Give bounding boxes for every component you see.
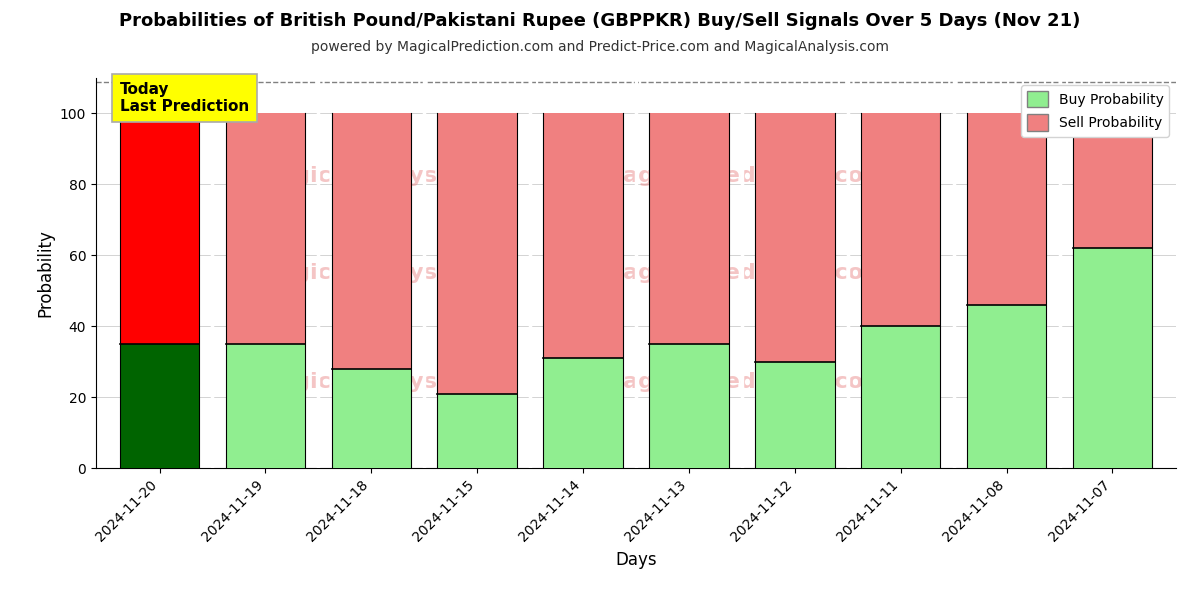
Bar [649,344,728,468]
Bar [1073,113,1152,248]
Legend: Buy Probability, Sell Probability: Buy Probability, Sell Probability [1021,85,1169,137]
Text: MagicalAnalysis.com: MagicalAnalysis.com [257,263,518,283]
Bar [331,113,412,369]
Bar [649,113,728,344]
Text: powered by MagicalPrediction.com and Predict-Price.com and MagicalAnalysis.com: powered by MagicalPrediction.com and Pre… [311,40,889,54]
Bar [1073,248,1152,468]
Text: Today
Last Prediction: Today Last Prediction [120,82,250,114]
Bar [331,369,412,468]
Bar [755,113,834,362]
Text: MagicalAnalysis.com: MagicalAnalysis.com [257,372,518,392]
Text: MagicalAnalysis.com: MagicalAnalysis.com [257,166,518,185]
Bar [967,113,1046,305]
Bar [120,113,199,344]
Bar [120,344,199,468]
Bar [862,326,941,468]
Bar [544,358,623,468]
Text: MagicalPrediction.com: MagicalPrediction.com [601,166,887,185]
Text: Probabilities of British Pound/Pakistani Rupee (GBPPKR) Buy/Sell Signals Over 5 : Probabilities of British Pound/Pakistani… [119,12,1081,30]
Bar [862,113,941,326]
X-axis label: Days: Days [616,551,656,569]
Bar [226,113,305,344]
Bar [755,362,834,468]
Text: MagicalPrediction.com: MagicalPrediction.com [601,372,887,392]
Bar [544,113,623,358]
Y-axis label: Probability: Probability [36,229,54,317]
Bar [967,305,1046,468]
Bar [226,344,305,468]
Text: MagicalPrediction.com: MagicalPrediction.com [601,263,887,283]
Bar [438,394,517,468]
Bar [438,113,517,394]
